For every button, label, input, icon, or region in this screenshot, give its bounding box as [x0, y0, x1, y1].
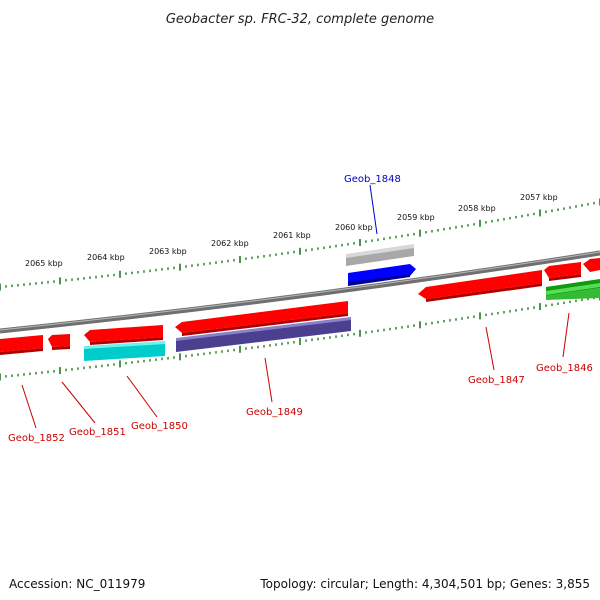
genome-backbone-highlight [0, 251, 600, 331]
outer-scale-ticks [0, 198, 600, 291]
gene-label[interactable]: Geob_1852 [8, 433, 65, 444]
genome-backbone [0, 250, 600, 334]
gene-Geob_1849[interactable] [176, 317, 351, 352]
gene-label[interactable]: Geob_1850 [131, 421, 188, 432]
label-leaders [21, 184, 570, 429]
genome-stats-text: Topology: circular; Length: 4,304,501 bp… [260, 577, 590, 591]
gene-label[interactable]: Geob_1851 [69, 427, 126, 438]
gene-Geob_1846-red-a[interactable] [544, 262, 581, 281]
scale-label: 2058 kbp [458, 204, 496, 213]
scale-label: 2061 kbp [273, 231, 311, 240]
scale-label: 2063 kbp [149, 247, 187, 256]
gene-Geob_1848[interactable] [346, 244, 414, 266]
scale-label: 2064 kbp [87, 253, 125, 262]
gene-label[interactable]: Geob_1849 [246, 407, 303, 418]
gene-Geob_1850[interactable] [84, 341, 165, 361]
scale-label: 2062 kbp [211, 239, 249, 248]
gene-labels: Geob_1852 Geob_1851 Geob_1850 Geob_1849 … [8, 174, 593, 444]
gene-Geob_1846[interactable] [546, 279, 600, 300]
gene-Geob_1851[interactable] [48, 334, 70, 350]
gene-Geob_1850-red[interactable] [84, 325, 163, 345]
gene-label[interactable]: Geob_1848 [344, 174, 401, 185]
gene-Geob_1849-red[interactable] [175, 301, 348, 336]
gene-label[interactable]: Geob_1847 [468, 375, 525, 386]
scale-label: 2060 kbp [335, 223, 373, 232]
gene-Geob_1848-blue[interactable] [348, 264, 416, 286]
scale-label: 2065 kbp [25, 259, 63, 268]
scale-labels: 2065 kbp 2064 kbp 2063 kbp 2062 kbp 2061… [25, 193, 558, 268]
gene-Geob_1847[interactable] [418, 270, 542, 302]
gene-Geob_1846-red-b[interactable] [583, 258, 600, 272]
gene-label[interactable]: Geob_1846 [536, 363, 593, 374]
accession-text: Accession: NC_011979 [9, 577, 146, 591]
map-title: Geobacter sp. FRC-32, complete genome [166, 12, 434, 27]
gene-Geob_1852[interactable] [0, 335, 43, 355]
scale-label: 2057 kbp [520, 193, 558, 202]
scale-label: 2059 kbp [397, 213, 435, 222]
